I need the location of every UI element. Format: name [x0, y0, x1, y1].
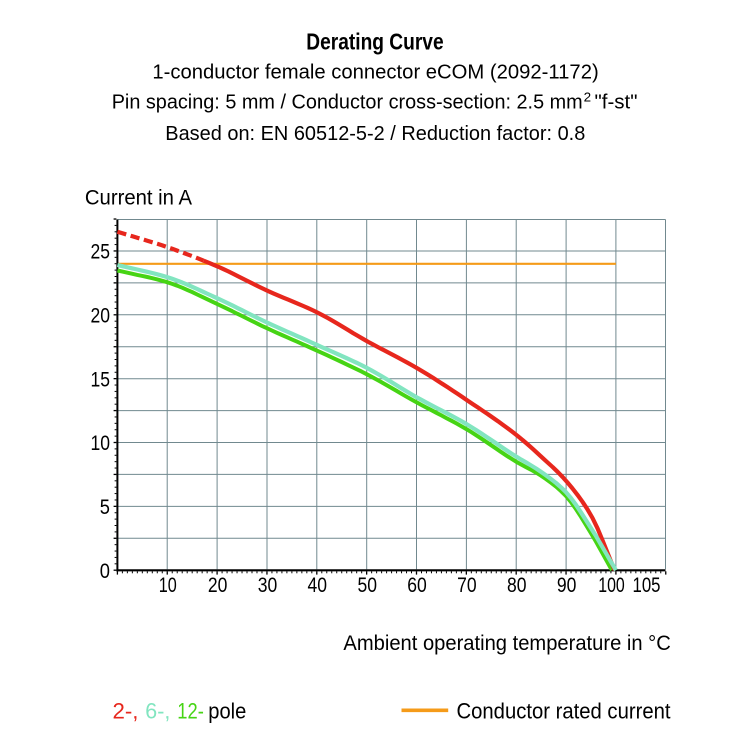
- svg-text:70: 70: [457, 574, 477, 597]
- svg-text:15: 15: [91, 368, 111, 391]
- svg-text:Based on: EN 60512-5-2 / Reduc: Based on: EN 60512-5-2 / Reduction facto…: [165, 123, 585, 145]
- svg-text:100: 100: [598, 574, 625, 597]
- svg-text:Current in A: Current in A: [85, 187, 192, 210]
- svg-text:105: 105: [633, 574, 661, 597]
- svg-text:40: 40: [308, 574, 328, 597]
- svg-text:6-,: 6-,: [145, 698, 170, 723]
- svg-text:Derating Curve: Derating Curve: [306, 29, 443, 55]
- svg-text:Conductor rated current: Conductor rated current: [457, 698, 671, 723]
- svg-text:10: 10: [159, 574, 177, 597]
- svg-text:12-: 12-: [177, 698, 204, 723]
- svg-text:0: 0: [100, 560, 110, 583]
- svg-text:2: 2: [584, 90, 592, 105]
- svg-text:30: 30: [258, 574, 278, 597]
- svg-text:Ambient operating temperature: Ambient operating temperature in °C: [343, 632, 670, 655]
- svg-text:5: 5: [100, 496, 110, 519]
- svg-text:90: 90: [557, 574, 577, 597]
- svg-text:Pin spacing: 5 mm / Conductor: Pin spacing: 5 mm / Conductor cross-sect…: [112, 91, 583, 113]
- svg-text:2-,: 2-,: [113, 698, 139, 723]
- svg-text:20: 20: [91, 305, 111, 328]
- svg-text:50: 50: [357, 574, 377, 597]
- svg-text:25: 25: [91, 241, 111, 264]
- svg-text:10: 10: [91, 432, 111, 455]
- svg-text:60: 60: [407, 574, 427, 597]
- svg-text:pole: pole: [208, 698, 246, 723]
- svg-text:1-conductor female connector e: 1-conductor female connector eCOM (2092-…: [152, 61, 598, 83]
- svg-text:"f-st": "f-st": [595, 91, 638, 113]
- svg-text:20: 20: [208, 574, 228, 597]
- svg-text:80: 80: [507, 574, 527, 597]
